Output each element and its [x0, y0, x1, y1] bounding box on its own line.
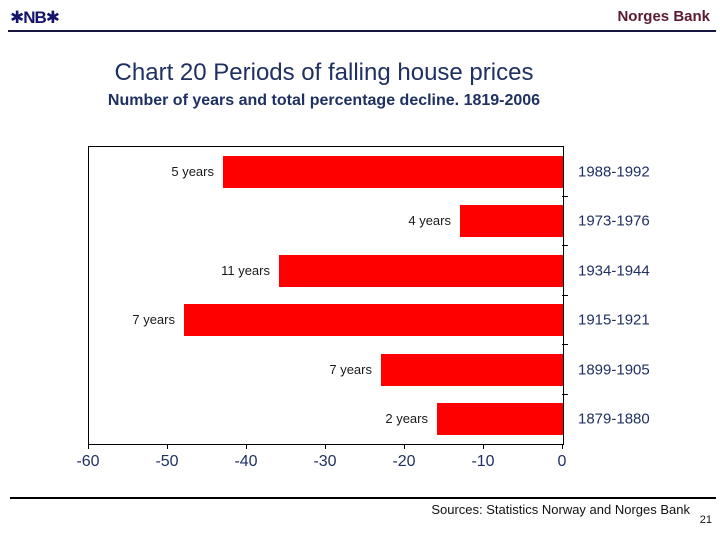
- bar-1899-1905: [381, 354, 563, 386]
- chart-subtitle: Number of years and total percentage dec…: [107, 92, 541, 109]
- bar-duration-label: 11 years: [221, 263, 270, 278]
- category-axis-tick: [562, 394, 568, 395]
- category-axis-tick: [562, 295, 568, 296]
- x-axis-tick-label: -20: [392, 453, 416, 470]
- period-label-1915-1921: 1915-1921: [578, 311, 650, 329]
- category-axis-tick: [562, 196, 568, 197]
- x-axis-tick: [404, 444, 405, 449]
- x-axis-tick: [483, 444, 484, 449]
- category-axis-tick: [562, 245, 568, 246]
- period-label-1879-1880: 1879-1880: [578, 410, 650, 428]
- bank-name: Norges Bank: [617, 8, 710, 25]
- x-axis-tick-label: -50: [155, 453, 179, 470]
- x-axis-tick: [88, 444, 89, 449]
- page-number: 21: [699, 514, 712, 526]
- bar-1879-1880: [437, 403, 563, 435]
- bar-1934-1944: [279, 255, 563, 287]
- bar-1988-1992: [223, 156, 563, 188]
- x-axis-tick-label: -30: [313, 453, 337, 470]
- norges-bank-logo-icon: ✱NB✱: [10, 8, 60, 27]
- x-axis-tick-label: -10: [471, 453, 495, 470]
- bar-duration-label: 4 years: [408, 213, 451, 228]
- header-divider: [8, 30, 716, 32]
- plot-area: 5 years 4 years 11 years 7 years 7 years 2 ye…: [88, 146, 564, 445]
- x-axis-tick: [167, 444, 168, 449]
- x-axis-tick: [562, 444, 563, 449]
- bar-duration-label: 7 years: [132, 312, 175, 327]
- x-axis-tick-label: -40: [234, 453, 258, 470]
- period-label-1973-1976: 1973-1976: [578, 212, 650, 230]
- bar-duration-label: 2 years: [385, 411, 428, 426]
- sources-text: Sources: Statistics Norway and Norges Ba…: [431, 502, 690, 517]
- bar-duration-label: 7 years: [329, 362, 372, 377]
- category-axis-tick: [562, 344, 568, 345]
- bar-1915-1921: [184, 304, 563, 336]
- footer-divider: [10, 497, 716, 499]
- period-label-1934-1944: 1934-1944: [578, 262, 650, 280]
- bar-chart: 5 years 4 years 11 years 7 years 7 years 2 ye…: [76, 146, 650, 470]
- x-axis-tick: [325, 444, 326, 449]
- title-block: Chart 20 Periods of falling house prices…: [0, 58, 648, 110]
- period-label-1899-1905: 1899-1905: [578, 361, 650, 379]
- bar-1973-1976: [460, 205, 563, 237]
- chart-title: Chart 20 Periods of falling house prices: [114, 59, 534, 86]
- x-axis-tick-label: -60: [76, 453, 100, 470]
- x-axis-tick-label: 0: [557, 453, 567, 470]
- x-axis-tick: [246, 444, 247, 449]
- bar-duration-label: 5 years: [171, 164, 214, 179]
- period-label-1988-1992: 1988-1992: [578, 163, 650, 181]
